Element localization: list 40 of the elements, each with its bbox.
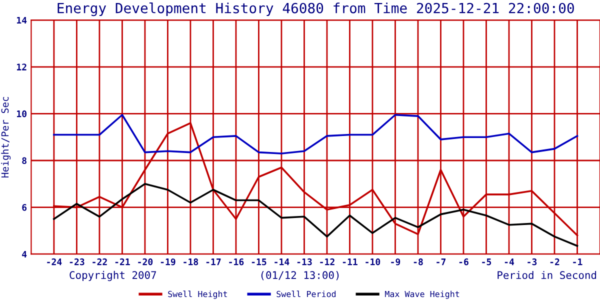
legend-label: Max Wave Height [385,290,460,299]
x-tick-label: -16 [229,258,244,266]
x-tick-label: -21 [115,258,130,266]
line-series [53,114,578,154]
x-tick-label: -2 [550,258,560,266]
x-tick-label: -1 [573,258,582,266]
x-tick-label: -13 [297,258,312,266]
y-axis-title: Height/Per Sec [1,96,11,178]
y-tick-label: 6 [22,204,27,211]
x-tick-label: -10 [366,258,380,266]
y-tick-label: 4 [22,250,27,258]
x-tick-label: -11 [342,258,358,266]
x-tick-label: -18 [184,258,198,266]
x-tick-label: -9 [391,258,400,266]
x-tick-label: -22 [92,258,107,266]
x-tick-label: -12 [320,258,334,266]
legend-label: Swell Height [168,290,227,299]
text: Period in Second [498,270,596,280]
x-tick-label: -14 [274,258,290,266]
x-tick-label: -8 [414,258,423,266]
y-tick-label: 14 [16,16,27,24]
y-tick-label: 10 [16,110,26,118]
text: (01/12 13:00) [261,271,339,280]
x-tick-label: -23 [70,258,84,266]
x-tick-label: -24 [47,258,62,266]
x-tick-label: -19 [160,258,176,266]
y-tick-label: 12 [16,64,26,70]
x-tick-label: -4 [504,258,514,266]
x-tick-label: -6 [459,258,468,266]
x-tick-label: -15 [252,258,266,266]
y-tick-label: 8 [22,157,26,164]
x-tick-label: -5 [482,258,492,266]
text: Copyright 2007 [70,270,156,282]
x-tick-label: -17 [206,258,221,266]
x-tick-label: -20 [138,258,153,266]
x-tick-label: -3 [528,258,537,266]
legend-label: Swell Period [276,290,336,298]
line-series [53,182,578,247]
x-tick-label: -7 [436,258,446,266]
chart-title: Energy Development History 46080 from Time 2025-12-21 22:00:00 [58,2,574,16]
